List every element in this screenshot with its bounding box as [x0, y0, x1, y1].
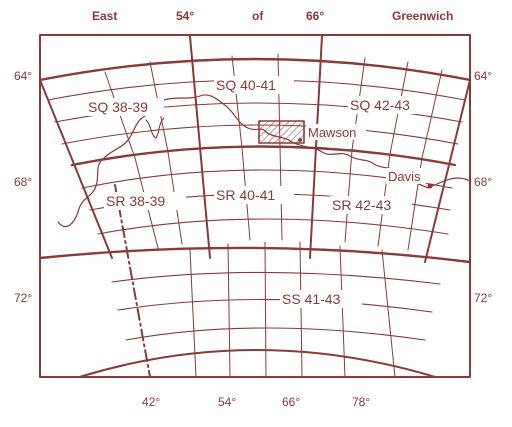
- station-label-mawson: Mawson: [308, 125, 356, 140]
- mawson-hatched-area[interactable]: [258, 120, 305, 144]
- bottom-lon-42: 42°: [142, 395, 160, 409]
- lat-label-left-68: 68°: [14, 175, 32, 189]
- parallel-76: [76, 349, 439, 377]
- meridian-right-edge: [424, 79, 470, 263]
- map-frame: [39, 34, 471, 378]
- sheet-sq-38-39[interactable]: SQ 38-39: [88, 99, 148, 115]
- sheet-sr-38-39[interactable]: SR 38-39: [106, 193, 165, 209]
- davis-station-marker[interactable]: [427, 183, 433, 189]
- mawson-station-marker[interactable]: [298, 138, 302, 142]
- bottom-lon-54: 54°: [218, 395, 236, 409]
- lat-label-right-72: 72°: [474, 291, 492, 305]
- sheet-sq-40-41[interactable]: SQ 40-41: [216, 77, 276, 93]
- lat-label-left-72: 72°: [14, 291, 32, 305]
- meridian-66: [309, 35, 323, 259]
- lat-label-right-64: 64°: [474, 69, 492, 83]
- header-greenwich: Greenwich: [392, 9, 453, 23]
- bottom-lon-78: 78°: [352, 395, 370, 409]
- sheet-sr-40-41[interactable]: SR 40-41: [216, 187, 275, 203]
- southern-meridians: [189, 241, 396, 377]
- header-lon-54: 54°: [176, 9, 194, 23]
- meridian-left-edge: [40, 79, 113, 259]
- sheet-labels: SQ 38-39 SQ 40-41 SQ 42-43 SR 38-39 SR 4…: [86, 76, 430, 308]
- sheet-ss-41-43[interactable]: SS 41-43: [282, 291, 341, 307]
- meridian-54: [189, 35, 211, 259]
- bottom-lon-66: 66°: [282, 395, 300, 409]
- parallel-72: [40, 246, 470, 264]
- sheet-sq-42-43[interactable]: SQ 42-43: [350, 97, 410, 113]
- station-label-davis: Davis: [388, 169, 421, 184]
- lat-label-left-64: 64°: [14, 69, 32, 83]
- parallel-64: [40, 57, 470, 82]
- coastline-inlet: [145, 117, 165, 139]
- sheet-sr-42-43[interactable]: SR 42-43: [332, 197, 391, 213]
- header-east: East: [92, 9, 117, 23]
- header-of: of: [252, 9, 264, 23]
- parallel-68: [70, 145, 457, 167]
- lat-label-right-68: 68°: [474, 175, 492, 189]
- header-lon-66: 66°: [306, 9, 324, 23]
- meridian-42-dashed: [114, 184, 151, 377]
